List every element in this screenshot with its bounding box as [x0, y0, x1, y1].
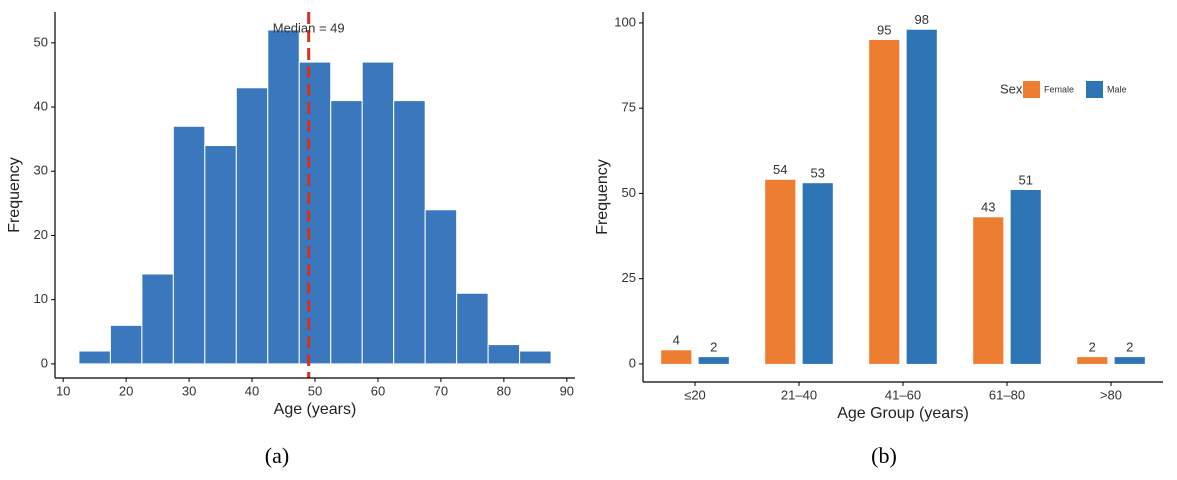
bar [869, 39, 900, 364]
bar [519, 350, 552, 365]
data-label: 98 [914, 12, 928, 27]
caption: (b) [871, 443, 897, 468]
bar [361, 61, 395, 365]
bar [330, 100, 363, 365]
bar [141, 273, 174, 365]
y-tick-label: 25 [622, 270, 636, 285]
median-label: Median = 49 [273, 20, 345, 35]
x-tick-label: 21–40 [781, 387, 817, 402]
bar [1010, 190, 1041, 364]
x-axis-title: Age (years) [274, 401, 357, 418]
legend-label: Male [1107, 84, 1127, 94]
data-label: 2 [1126, 340, 1133, 355]
x-tick-label: 61–80 [989, 387, 1025, 402]
bar [765, 179, 796, 364]
y-axis-title: Frequency [6, 157, 23, 233]
y-tick-label: 50 [622, 185, 636, 200]
x-tick-label: 40 [245, 383, 259, 398]
y-tick-label: 40 [34, 98, 48, 113]
x-tick-label: 50 [308, 383, 322, 398]
y-tick-label: 0 [629, 355, 636, 370]
data-label: 51 [1018, 172, 1032, 187]
legend-swatch [1086, 81, 1104, 98]
x-tick-label: ≤20 [684, 387, 706, 402]
x-tick-label: 41–60 [885, 387, 921, 402]
bar [1077, 357, 1108, 364]
y-tick-label: 50 [34, 34, 48, 49]
y-tick-label: 30 [34, 163, 48, 178]
bar [973, 217, 1004, 364]
bar [487, 344, 521, 365]
bar [172, 125, 206, 365]
x-axis-title: Age Group (years) [837, 405, 969, 422]
data-label: 4 [673, 333, 680, 348]
y-tick-label: 0 [41, 355, 48, 370]
x-tick-label: 20 [119, 383, 133, 398]
data-label: 95 [877, 22, 891, 37]
y-tick-label: 100 [614, 14, 636, 29]
x-tick-label: 60 [371, 383, 385, 398]
x-tick-label: 70 [434, 383, 448, 398]
bar [456, 292, 489, 365]
y-tick-label: 10 [34, 291, 48, 306]
bar [267, 29, 300, 365]
x-tick-label: 90 [560, 383, 574, 398]
x-tick-label: 80 [497, 383, 511, 398]
caption: (a) [265, 443, 289, 468]
bar [698, 357, 729, 364]
bar [109, 324, 143, 365]
legend-label: Female [1044, 84, 1074, 94]
bar [393, 100, 426, 365]
bar [235, 87, 269, 365]
y-axis-title: Frequency [594, 159, 611, 235]
x-tick-label: >80 [1100, 387, 1122, 402]
bar [204, 145, 237, 365]
bar [298, 61, 332, 365]
data-label: 2 [1089, 340, 1096, 355]
bar [78, 350, 111, 365]
bar [424, 209, 458, 365]
x-tick-label: 10 [56, 383, 70, 398]
bar [906, 29, 937, 364]
legend-swatch [1023, 81, 1040, 98]
bar [1114, 357, 1145, 364]
bar [661, 350, 692, 364]
x-tick-label: 30 [182, 383, 196, 398]
y-tick-label: 75 [622, 100, 636, 115]
data-label: 2 [710, 340, 717, 355]
y-tick-label: 20 [34, 227, 48, 242]
data-label: 43 [981, 200, 995, 215]
data-label: 53 [810, 166, 824, 181]
data-label: 54 [773, 162, 787, 177]
bar [802, 183, 833, 364]
legend-title: Sex [1000, 81, 1023, 96]
